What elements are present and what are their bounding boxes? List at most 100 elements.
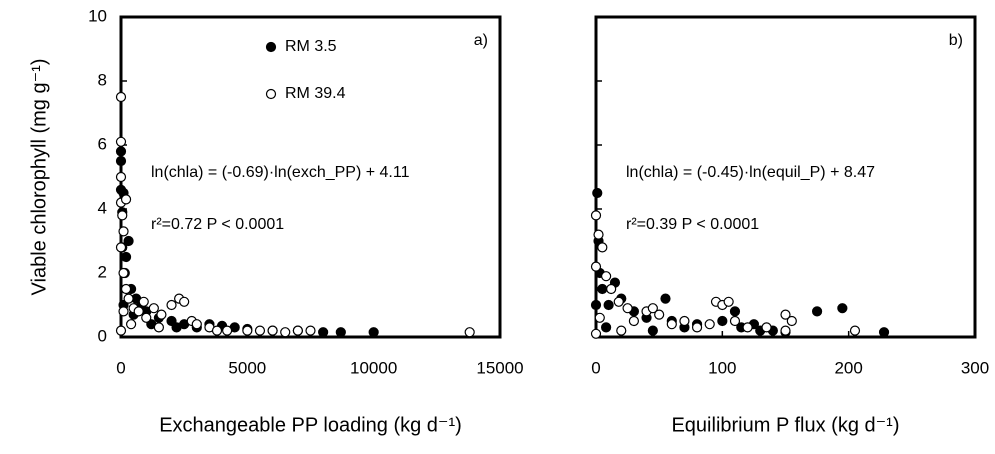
- point: [786, 315, 797, 327]
- stats: r²=0.72 P < 0.0001: [151, 216, 284, 233]
- point: [593, 229, 604, 240]
- point: [179, 296, 190, 307]
- point: [120, 194, 132, 205]
- legend-marker: [265, 88, 277, 100]
- point: [666, 319, 677, 330]
- point: [153, 322, 164, 333]
- y-tick-label: 10: [88, 6, 107, 25]
- legend-label: RM 3.5: [285, 38, 337, 55]
- point: [606, 283, 617, 295]
- point: [254, 325, 266, 336]
- x-tick-label: 100: [708, 358, 736, 377]
- point: [590, 299, 602, 311]
- x-tick-label: 5000: [228, 358, 266, 377]
- point: [729, 315, 741, 327]
- point: [742, 322, 753, 333]
- point: [138, 296, 149, 307]
- point: [729, 306, 741, 317]
- legend-marker: [265, 41, 277, 53]
- y-tick-label: 0: [98, 326, 107, 345]
- point: [592, 187, 603, 199]
- point: [647, 303, 658, 314]
- point: [118, 226, 129, 237]
- point: [115, 146, 127, 157]
- point: [594, 312, 605, 323]
- point: [335, 327, 346, 338]
- point: [133, 306, 144, 317]
- point: [191, 319, 202, 330]
- equation: ln(chla) = (-0.45)·ln(equil_P) + 8.47: [626, 164, 875, 181]
- point: [622, 303, 633, 314]
- point: [628, 315, 640, 327]
- point: [156, 309, 167, 320]
- point: [464, 327, 475, 338]
- point: [305, 325, 316, 336]
- point: [849, 325, 861, 336]
- point: [590, 328, 602, 339]
- point: [704, 319, 715, 330]
- point: [115, 171, 127, 183]
- point: [691, 322, 703, 333]
- point: [211, 325, 223, 336]
- point: [123, 235, 134, 247]
- point: [679, 315, 690, 327]
- legend-label: RM 39.4: [285, 85, 346, 102]
- point: [115, 136, 127, 147]
- point: [141, 312, 152, 323]
- point: [123, 293, 134, 304]
- point: [368, 327, 379, 338]
- point: [280, 327, 291, 338]
- y-axis-label: Viable chlorophyll (mg g⁻¹): [28, 59, 50, 296]
- y-tick-label: 2: [98, 262, 107, 281]
- point: [115, 155, 127, 167]
- x-axis-label: Equilibrium P flux (kg d⁻¹): [671, 414, 899, 436]
- point: [837, 303, 848, 314]
- point: [761, 322, 772, 333]
- x-tick-label: 10000: [350, 358, 397, 377]
- equation: ln(chla) = (-0.69)·ln(exch_PP) + 4.11: [151, 164, 410, 181]
- point: [117, 210, 128, 221]
- point: [222, 325, 233, 336]
- x-tick-label: 0: [591, 358, 600, 377]
- point: [780, 325, 791, 336]
- x-tick-label: 300: [961, 358, 989, 377]
- point: [654, 309, 665, 320]
- point: [267, 325, 278, 336]
- point: [242, 325, 253, 336]
- point: [318, 327, 329, 338]
- point: [811, 306, 823, 317]
- point: [613, 296, 624, 307]
- point: [118, 306, 129, 317]
- point: [647, 325, 658, 336]
- stats: r²=0.39 P < 0.0001: [626, 216, 759, 233]
- point: [597, 242, 608, 253]
- point: [597, 283, 608, 295]
- panel-label: b): [949, 32, 963, 49]
- point: [590, 261, 602, 272]
- point: [601, 322, 612, 333]
- point: [780, 309, 791, 320]
- y-tick-label: 8: [98, 70, 107, 89]
- point: [717, 315, 728, 327]
- panel-label: a): [474, 32, 488, 49]
- x-tick-label: 0: [116, 358, 125, 377]
- point: [115, 242, 127, 253]
- point: [616, 325, 627, 336]
- point: [171, 322, 182, 333]
- point: [601, 271, 612, 282]
- point: [115, 91, 127, 103]
- y-tick-label: 6: [98, 134, 107, 153]
- point: [292, 325, 303, 336]
- point: [148, 303, 159, 314]
- point: [126, 319, 137, 330]
- point: [166, 299, 177, 311]
- point: [115, 325, 127, 336]
- point: [118, 267, 129, 279]
- y-tick-label: 4: [98, 198, 107, 217]
- x-tick-label: 200: [834, 358, 862, 377]
- point: [120, 251, 132, 263]
- point: [590, 210, 602, 221]
- point: [723, 296, 734, 307]
- point: [603, 299, 614, 311]
